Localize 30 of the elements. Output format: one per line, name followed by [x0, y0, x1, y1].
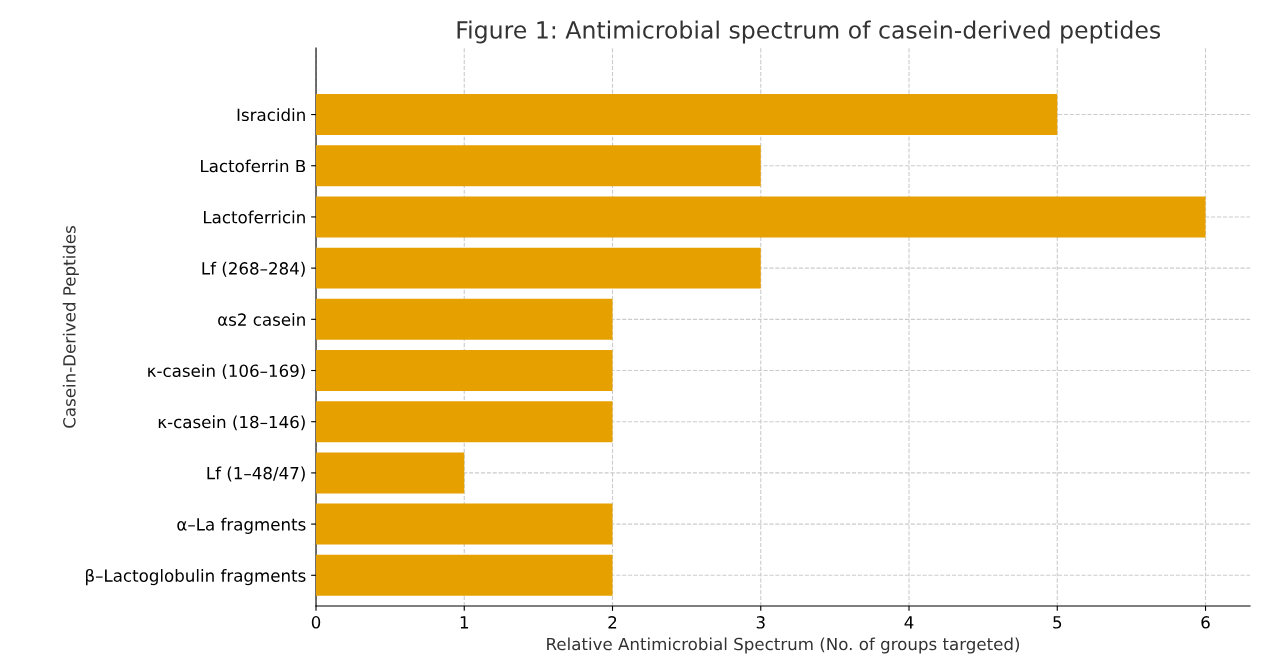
x-tick-label: 3	[756, 616, 765, 629]
x-tick-label: 6	[1201, 616, 1210, 629]
x-tick-label: 2	[608, 616, 617, 629]
y-tick-label: Lf (268–284)	[202, 261, 305, 277]
y-tick-label: Lf (1–48/47)	[207, 466, 305, 482]
bar	[316, 94, 1058, 136]
bar	[316, 554, 613, 596]
x-tick-label: 0	[311, 616, 321, 629]
y-tick-label: Lactoferrin B	[201, 159, 306, 173]
bar	[316, 452, 465, 494]
y-tick-label: α–La fragments	[177, 517, 306, 534]
bar	[316, 350, 613, 391]
bar	[316, 145, 761, 187]
bar	[316, 247, 761, 289]
bar	[316, 196, 1206, 238]
y-tick-label: β–Lactoglobulin fragments	[86, 568, 306, 586]
bar	[316, 298, 613, 340]
bar	[316, 401, 613, 443]
y-axis-title: Casein-Derived Peptides	[62, 226, 79, 428]
x-tick-label: 1	[460, 616, 469, 629]
x-tick-label: 5	[1053, 616, 1062, 629]
y-tick-label: Lactoferricin	[204, 210, 305, 224]
bar	[316, 503, 613, 545]
y-tick-label: κ-casein (106–169)	[148, 364, 305, 380]
y-tick-label: Isracidin	[237, 108, 305, 122]
y-tick-label: αs2 casein	[218, 312, 305, 326]
x-axis-title: Relative Antimicrobial Spectrum (No. of groups targeted)	[547, 637, 1020, 654]
x-tick-label: 4	[904, 616, 914, 629]
y-tick-label: κ-casein (18–146)	[158, 415, 305, 431]
chart-title: Figure 1: Antimicrobial spectrum of casein-derived peptides	[457, 20, 1161, 44]
